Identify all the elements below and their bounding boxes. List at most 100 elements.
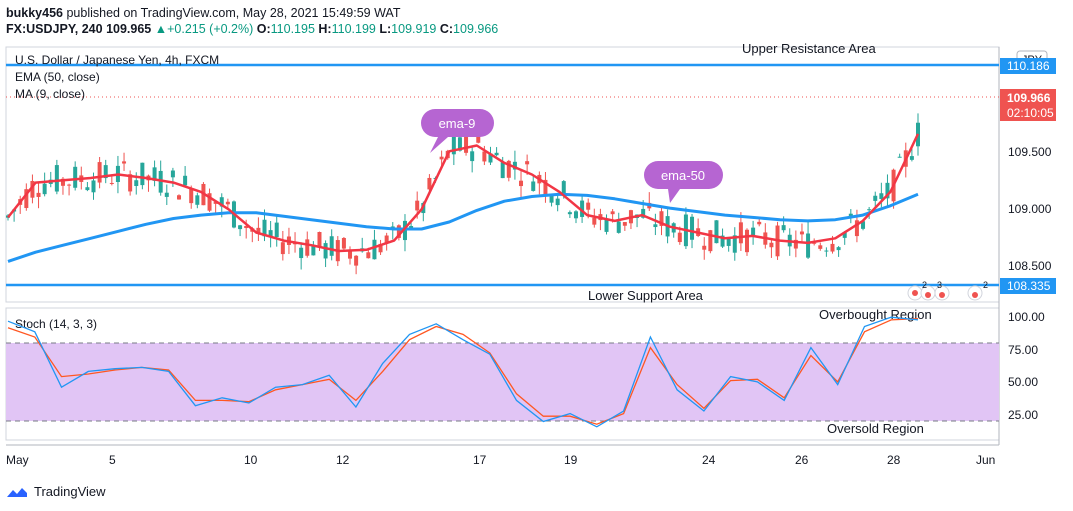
candle-body	[842, 231, 847, 238]
ma-legend[interactable]: MA (9, close)	[15, 87, 85, 101]
candle-body	[128, 174, 133, 192]
candle-body	[506, 160, 511, 178]
candle-body	[354, 255, 359, 266]
candle-body	[464, 135, 469, 153]
time-axis[interactable]: May 5 10 12 17 19 24 26 28 Jun	[6, 453, 995, 467]
flag-icon	[912, 290, 918, 296]
candle-body	[543, 179, 548, 195]
candle-body	[73, 166, 78, 188]
candle-body	[262, 219, 267, 237]
stoch-legend[interactable]: Stoch (14, 3, 3)	[15, 317, 97, 331]
time-label: 12	[336, 453, 350, 467]
candle-body	[36, 192, 41, 197]
candle-body	[525, 161, 530, 165]
candle-body	[861, 221, 866, 229]
candle-body	[561, 181, 566, 195]
symbol-legend: U.S. Dollar / Japanese Yen, 4h, FXCM	[15, 53, 219, 67]
candle-body	[67, 184, 72, 186]
candle-body	[384, 235, 389, 244]
chart-header: bukky456 published on TradingView.com, M…	[6, 5, 498, 37]
high-value: 110.199	[331, 22, 376, 36]
candle-body	[396, 225, 401, 238]
candle-body	[519, 180, 524, 187]
candle-body	[909, 156, 914, 160]
published-text: published on TradingView.com, May 28, 20…	[66, 6, 401, 20]
candle-body	[500, 162, 505, 179]
open-value: 110.195	[270, 22, 315, 36]
candle-body	[409, 226, 414, 229]
candle-body	[213, 201, 218, 204]
tradingview-footer[interactable]: TradingView	[6, 484, 106, 499]
candle-body	[329, 236, 334, 256]
candle-body	[238, 225, 243, 230]
candle-body	[451, 136, 456, 155]
candle-body	[323, 243, 328, 259]
symbol: FX:USDJPY, 240	[6, 22, 103, 36]
candle-body	[824, 250, 829, 252]
candle-body	[311, 244, 316, 256]
candle-body	[207, 193, 212, 211]
candle-body	[97, 162, 102, 183]
candle-body	[54, 165, 59, 192]
ema9-callout: ema-9	[421, 109, 494, 153]
candle-body	[873, 195, 878, 201]
candle-body	[476, 136, 481, 143]
candle-body	[195, 195, 200, 205]
close-value: 109.966	[453, 22, 499, 36]
candle-body	[573, 211, 578, 219]
candle-body	[616, 221, 621, 233]
publisher[interactable]: bukky456	[6, 6, 63, 20]
stoch-tick: 100.00	[1008, 310, 1045, 324]
price-tick: 109.000	[1008, 202, 1052, 216]
time-label: 28	[887, 453, 901, 467]
candle-body	[604, 219, 609, 232]
price-tick: 109.500	[1008, 145, 1052, 159]
candle-body	[439, 156, 444, 160]
candle-body	[60, 178, 65, 186]
candle-body	[91, 180, 96, 193]
candle-body	[867, 209, 872, 211]
candle-body	[512, 161, 517, 170]
candle-body	[677, 232, 682, 243]
upper-level-tag	[1000, 58, 1056, 74]
candle-body	[659, 211, 664, 226]
candle-body	[720, 235, 725, 247]
candle-body	[103, 165, 108, 179]
candle-body	[305, 239, 310, 256]
candle-body	[140, 162, 145, 186]
ma9-line	[7, 133, 920, 253]
candle-body	[836, 247, 841, 251]
ema-legend[interactable]: EMA (50, close)	[15, 70, 100, 84]
candle-body	[170, 170, 175, 178]
candle-body	[268, 230, 273, 237]
candle-body	[164, 192, 169, 197]
time-label: May	[6, 453, 29, 467]
time-label: 19	[564, 453, 578, 467]
lower-level-tag	[1000, 278, 1056, 294]
time-label: 26	[795, 453, 809, 467]
candle-body	[42, 183, 47, 195]
candle-body	[372, 239, 377, 260]
countdown-timer: 02:10:05	[1007, 106, 1054, 120]
candle-body	[622, 222, 627, 226]
candle-body	[708, 230, 713, 252]
candle-body	[158, 170, 163, 193]
high-label: H:	[318, 22, 332, 36]
event-count: 2	[922, 280, 927, 290]
candle-body	[152, 167, 157, 181]
time-label: 5	[109, 453, 116, 467]
candle-body	[225, 201, 230, 205]
upper-level-value: 110.186	[1007, 59, 1050, 73]
brand-label: TradingView	[34, 484, 106, 499]
candle-body	[317, 232, 322, 247]
stoch-tick: 75.00	[1008, 343, 1038, 357]
candle-body	[482, 151, 487, 162]
candle-body	[610, 211, 615, 215]
event-icons[interactable]: 2 3 2	[907, 280, 988, 301]
price-tick: 108.500	[1008, 259, 1052, 273]
candle-body	[806, 233, 811, 258]
candle-body	[488, 153, 493, 163]
stoch-band	[6, 343, 999, 421]
candle-body	[793, 239, 798, 249]
